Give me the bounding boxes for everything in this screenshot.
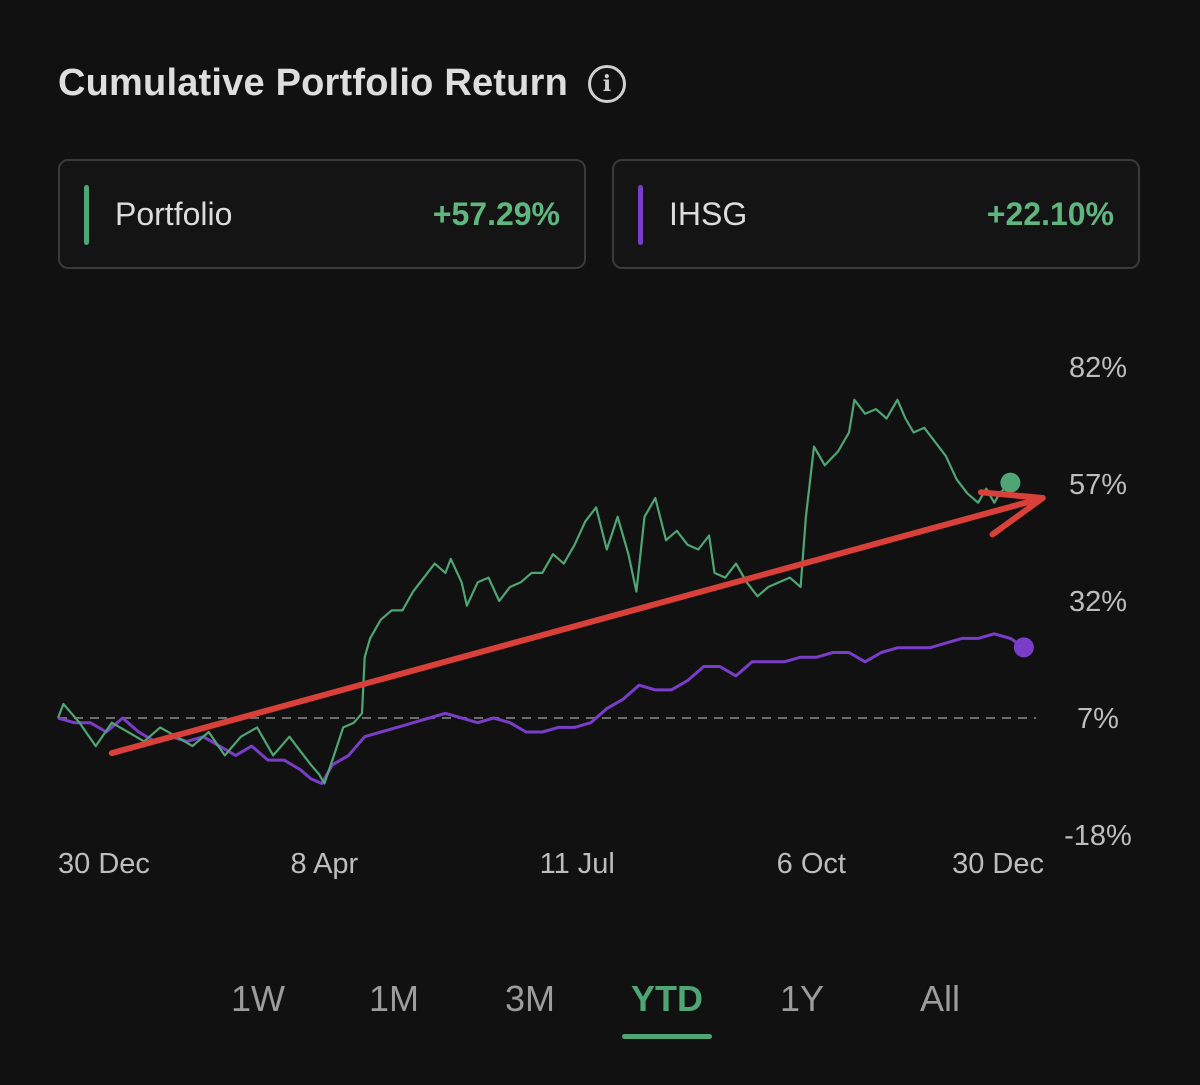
legend-name-ihsg: IHSG [669,196,748,232]
y-tick-label: 82% [1069,352,1127,384]
series-end-dot-portfolio [1000,472,1021,493]
annotation-arrow-head [977,489,1046,538]
series-end-dot-ihsg [1013,637,1034,658]
tab-1w[interactable]: 1W [231,978,285,1019]
tab-1y[interactable]: 1Y [779,978,825,1019]
legend-card-portfolio[interactable]: Portfolio +57.29% [58,159,586,269]
y-tick-label: -18% [1064,820,1132,852]
chart-title: Cumulative Portfolio Return [58,62,568,104]
x-tick-label: 6 Oct [777,848,846,880]
legend-name-portfolio: Portfolio [115,196,233,232]
y-tick-label: 57% [1069,469,1127,501]
info-icon[interactable]: i [587,64,626,103]
series-line-portfolio [56,398,1012,785]
period-tabs: 1W 1M 3M YTD 1Y All [0,970,1200,1040]
legend-color-bar-ihsg [638,185,643,245]
legend-value-ihsg: +22.10% [986,196,1114,232]
x-tick-label: 11 Jul [540,848,615,880]
annotation-arrow-shaft [108,495,1046,757]
y-tick-label: 32% [1069,586,1127,618]
x-tick-label: 30 Dec [58,848,150,880]
legend-color-bar-portfolio [84,185,89,245]
tab-3m[interactable]: 3M [504,978,556,1019]
chart-header: Cumulative Portfolio Return i [58,62,626,105]
tab-1m[interactable]: 1M [368,978,420,1019]
y-tick-label: 7% [1077,703,1119,735]
legend-value-portfolio: +57.29% [432,196,560,232]
active-tab-underline [622,1034,712,1039]
x-tick-label: 8 Apr [290,848,358,880]
tab-all[interactable]: All [919,978,961,1019]
series-line-ihsg [57,632,1025,785]
tab-ytd[interactable]: YTD [631,978,703,1019]
legend-card-ihsg[interactable]: IHSG +22.10% [612,159,1140,269]
cumulative-return-chart: 82% 57% 32% 7% -18% 30 Dec 8 Apr 11 Jul 6 Oct 30 … [56,352,1132,880]
x-tick-label: 30 Dec [952,848,1044,880]
